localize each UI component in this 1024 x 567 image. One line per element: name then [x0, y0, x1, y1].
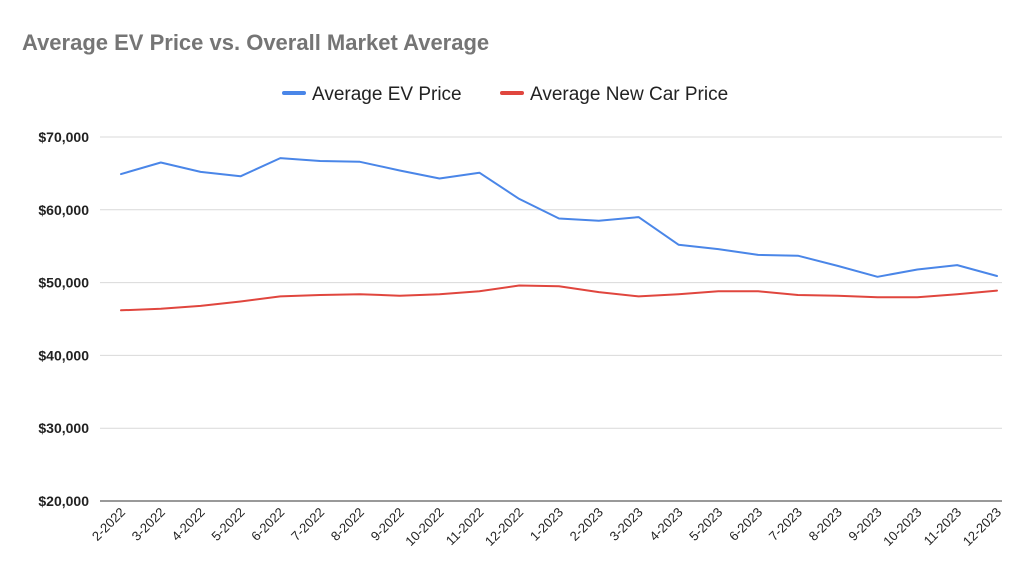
y-tick-label: $50,000 — [38, 275, 89, 291]
x-tick-label: 3-2022 — [129, 505, 168, 544]
y-axis-ticks: $20,000 $30,000 $40,000 $50,000 $60,000 $70,0… — [38, 129, 89, 509]
x-tick-label: 2-2023 — [567, 505, 606, 544]
y-tick-label: $20,000 — [38, 493, 89, 509]
series-line-ev-price — [120, 157, 998, 278]
x-tick-label: 6-2022 — [248, 505, 287, 544]
y-tick-label: $60,000 — [38, 202, 89, 218]
chart-title: Average EV Price vs. Overall Market Aver… — [22, 30, 489, 55]
x-tick-label: 5-2022 — [208, 505, 247, 544]
x-tick-label: 11-2023 — [921, 505, 965, 549]
legend-label: Average New Car Price — [530, 84, 728, 105]
x-tick-label: 9-2022 — [368, 505, 407, 544]
y-tick-label: $30,000 — [38, 420, 89, 436]
x-tick-label: 8-2022 — [328, 505, 367, 544]
y-tick-label: $70,000 — [38, 129, 89, 145]
legend-label: Average EV Price — [312, 84, 462, 105]
x-tick-label: 10-2022 — [402, 505, 446, 549]
x-tick-label: 3-2023 — [607, 505, 646, 544]
series-line-new-car-price — [120, 284, 998, 312]
series-lines — [120, 157, 998, 312]
x-tick-label: 1-2023 — [527, 505, 566, 544]
x-axis-ticks: 2-2022 3-2022 4-2022 5-2022 6-2022 7-2022 8-20… — [89, 505, 1004, 549]
x-tick-label: 12-2023 — [960, 505, 1004, 549]
x-tick-label: 9-2023 — [845, 505, 884, 544]
y-tick-label: $40,000 — [38, 347, 89, 363]
x-tick-label: 6-2023 — [726, 505, 765, 544]
x-tick-label: 10-2023 — [880, 505, 924, 549]
x-tick-label: 5-2023 — [686, 505, 725, 544]
x-tick-label: 8-2023 — [806, 505, 845, 544]
x-tick-label: 12-2022 — [482, 505, 526, 549]
x-tick-label: 2-2022 — [89, 505, 128, 544]
x-tick-label: 4-2022 — [169, 505, 208, 544]
gridlines — [100, 136, 1002, 502]
x-tick-label: 11-2022 — [443, 505, 487, 549]
x-tick-label: 7-2022 — [288, 505, 327, 544]
x-tick-label: 4-2023 — [646, 505, 685, 544]
x-tick-label: 7-2023 — [766, 505, 805, 544]
legend: Average EV Price Average New Car Price — [282, 84, 728, 105]
